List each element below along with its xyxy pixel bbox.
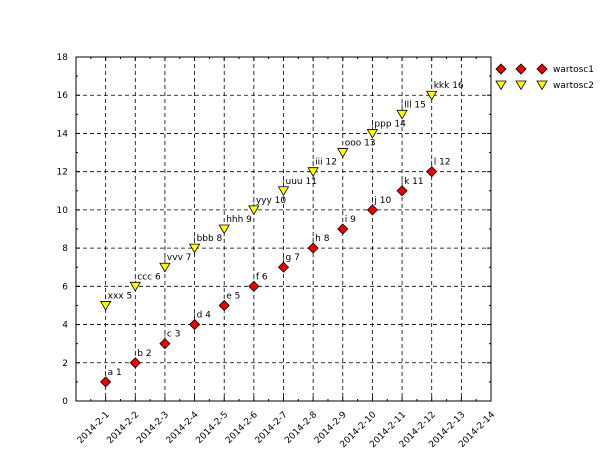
wartosc1-point — [426, 166, 438, 178]
point-label: ppp 14 — [374, 119, 406, 129]
point-label: b 2 — [137, 349, 151, 359]
y-tick-label: 16 — [57, 91, 69, 101]
wartosc1-point — [366, 204, 378, 216]
point-label: iii 12 — [315, 158, 337, 168]
wartosc1-point — [218, 299, 230, 312]
point-label: uuu 11 — [286, 177, 317, 187]
wartosc2-point — [188, 243, 201, 254]
y-tick-label: 4 — [62, 321, 68, 331]
point-label: h 8 — [315, 234, 330, 244]
wartosc2-point — [99, 301, 112, 311]
wartosc2-point — [426, 90, 438, 101]
legend-marker — [495, 80, 507, 91]
point-label: l 12 — [434, 158, 451, 168]
legend-label: wartosc1 — [553, 65, 594, 75]
wartosc1-point — [129, 357, 141, 369]
y-tick-label: 18 — [57, 53, 69, 63]
wartosc2-point — [218, 224, 230, 235]
wartosc2-point — [129, 281, 141, 292]
grid — [76, 57, 491, 401]
point-label: vvv 7 — [167, 253, 192, 263]
point-label: ccc 6 — [137, 272, 161, 282]
legend-marker — [495, 63, 507, 75]
point-label: j 10 — [373, 196, 391, 206]
y-tick-label: 10 — [57, 206, 69, 216]
point-label: c 3 — [167, 330, 181, 340]
point-label: f 6 — [256, 272, 268, 282]
legend-marker — [515, 80, 527, 91]
wartosc2-point — [277, 186, 290, 197]
point-label: k 11 — [404, 177, 424, 187]
wartosc2-point — [396, 109, 408, 120]
legend-label: wartosc2 — [553, 81, 594, 91]
point-label: ooo 13 — [345, 139, 376, 149]
point-label: kkk 16 — [434, 81, 464, 91]
wartosc1-point — [248, 280, 260, 292]
wartosc2-point — [337, 148, 349, 158]
y-tick-label: 12 — [57, 168, 68, 178]
legend-marker — [515, 63, 527, 75]
wartosc1-point — [277, 261, 290, 273]
point-label: yyy 10 — [256, 196, 287, 206]
point-label: bbb 8 — [197, 234, 223, 244]
wartosc1-point — [159, 338, 171, 350]
wartosc2-point — [307, 167, 319, 177]
y-tick-label: 14 — [57, 129, 69, 139]
wartosc1-point — [100, 376, 112, 388]
wartosc1-point — [189, 318, 201, 331]
point-label: g 7 — [286, 253, 300, 263]
y-tick-label: 8 — [62, 244, 68, 254]
wartosc1-point — [337, 223, 349, 235]
wartosc2-point — [366, 129, 379, 139]
y-tick-label: 2 — [62, 359, 68, 369]
wartosc2-point — [159, 262, 171, 273]
legend-marker — [536, 63, 548, 75]
point-label: lll 15 — [404, 100, 426, 110]
legend-marker — [536, 80, 548, 91]
y-tick-label: 6 — [62, 282, 68, 292]
point-label: d 4 — [197, 311, 212, 321]
series-layer: a 1 b 2 c 3 d 4 e 5 f 6 g 7 h 8 i 9 j 10 k 11 l 12 x… — [99, 81, 464, 388]
legend: wartosc1 wartosc2 — [495, 63, 594, 91]
wartosc1-point — [396, 185, 408, 197]
point-label: e 5 — [226, 291, 240, 301]
point-label: a 1 — [108, 368, 122, 378]
point-label: xxx 5 — [108, 291, 133, 301]
wartosc2-point — [248, 205, 260, 216]
point-label: hhh 9 — [226, 215, 252, 225]
point-label: i 9 — [345, 215, 356, 225]
y-tick-label: 0 — [62, 397, 68, 407]
wartosc1-point — [307, 242, 319, 254]
axes: 2014-2-12014-2-22014-2-32014-2-42014-2-5… — [57, 53, 498, 450]
